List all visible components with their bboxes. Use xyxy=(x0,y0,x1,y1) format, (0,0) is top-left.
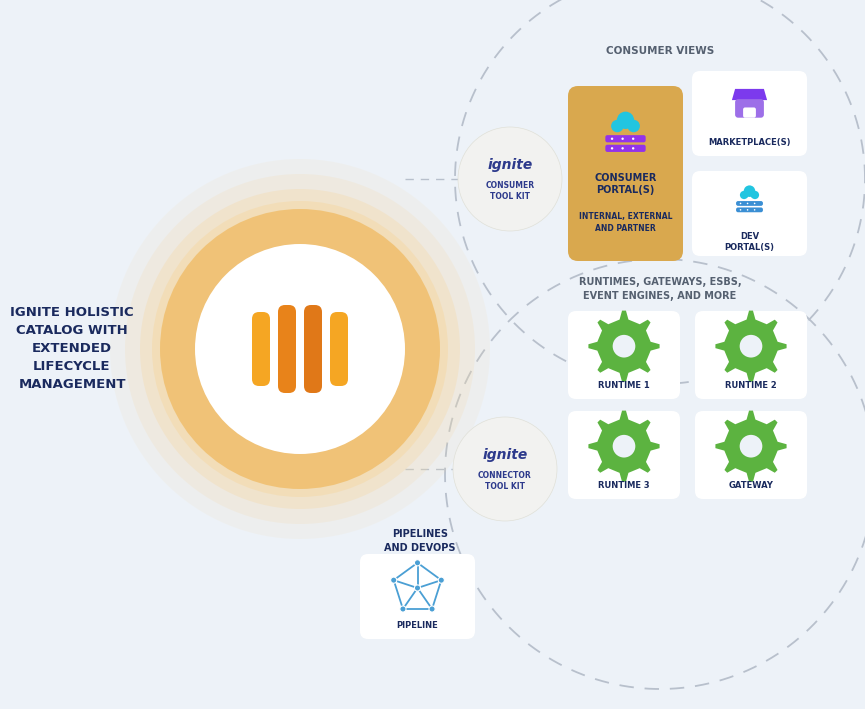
FancyBboxPatch shape xyxy=(735,99,764,118)
Circle shape xyxy=(611,120,624,133)
Circle shape xyxy=(429,606,435,612)
Circle shape xyxy=(152,201,448,497)
FancyBboxPatch shape xyxy=(252,312,270,386)
Circle shape xyxy=(740,435,762,457)
Text: ignite: ignite xyxy=(483,448,528,462)
FancyBboxPatch shape xyxy=(692,71,807,156)
FancyBboxPatch shape xyxy=(692,171,807,256)
Text: RUNTIMES, GATEWAYS, ESBS,
EVENT ENGINES, AND MORE: RUNTIMES, GATEWAYS, ESBS, EVENT ENGINES,… xyxy=(579,277,741,301)
Circle shape xyxy=(439,577,445,584)
Circle shape xyxy=(195,244,405,454)
Circle shape xyxy=(140,189,460,509)
Circle shape xyxy=(125,174,475,524)
Text: PIPELINE: PIPELINE xyxy=(397,622,439,630)
Polygon shape xyxy=(715,311,786,381)
Circle shape xyxy=(458,127,562,231)
Circle shape xyxy=(751,191,759,199)
Circle shape xyxy=(740,209,741,211)
Text: CONSUMER
PORTAL(S): CONSUMER PORTAL(S) xyxy=(594,173,657,195)
Circle shape xyxy=(611,147,613,150)
Circle shape xyxy=(612,335,635,357)
Circle shape xyxy=(632,138,634,140)
Text: RUNTIME 3: RUNTIME 3 xyxy=(599,481,650,491)
FancyBboxPatch shape xyxy=(304,305,322,393)
Circle shape xyxy=(414,559,420,566)
Circle shape xyxy=(753,203,755,204)
FancyBboxPatch shape xyxy=(568,411,680,499)
Circle shape xyxy=(740,191,748,199)
Polygon shape xyxy=(588,411,660,482)
Text: PIPELINES
AND DEVOPS: PIPELINES AND DEVOPS xyxy=(384,530,456,552)
Text: CONSUMER
TOOL KIT: CONSUMER TOOL KIT xyxy=(485,181,535,201)
FancyBboxPatch shape xyxy=(330,312,348,386)
FancyBboxPatch shape xyxy=(606,145,645,152)
Text: MARKETPLACE(S): MARKETPLACE(S) xyxy=(708,138,791,147)
Text: GATEWAY: GATEWAY xyxy=(728,481,773,491)
Circle shape xyxy=(746,209,748,211)
Polygon shape xyxy=(715,411,786,482)
Text: IGNITE HOLISTIC
CATALOG WITH
EXTENDED
LIFECYCLE
MANAGEMENT: IGNITE HOLISTIC CATALOG WITH EXTENDED LI… xyxy=(10,306,134,391)
Circle shape xyxy=(632,147,634,150)
Circle shape xyxy=(621,147,624,150)
Circle shape xyxy=(612,435,635,457)
FancyBboxPatch shape xyxy=(568,86,683,261)
Text: INTERNAL, EXTERNAL
AND PARTNER: INTERNAL, EXTERNAL AND PARTNER xyxy=(579,213,672,233)
Circle shape xyxy=(621,138,624,140)
FancyBboxPatch shape xyxy=(278,305,296,393)
FancyBboxPatch shape xyxy=(695,311,807,399)
FancyBboxPatch shape xyxy=(695,411,807,499)
Circle shape xyxy=(110,159,490,539)
Circle shape xyxy=(391,577,397,584)
Circle shape xyxy=(414,585,420,591)
Text: RUNTIME 2: RUNTIME 2 xyxy=(725,381,777,391)
FancyBboxPatch shape xyxy=(736,201,763,206)
FancyBboxPatch shape xyxy=(568,311,680,399)
Circle shape xyxy=(617,111,634,129)
Circle shape xyxy=(453,417,557,521)
FancyBboxPatch shape xyxy=(736,208,763,212)
Text: ignite: ignite xyxy=(487,158,533,172)
Circle shape xyxy=(740,203,741,204)
Circle shape xyxy=(746,203,748,204)
FancyBboxPatch shape xyxy=(606,135,645,143)
Polygon shape xyxy=(732,89,767,100)
Circle shape xyxy=(400,606,406,612)
Circle shape xyxy=(160,209,440,489)
Polygon shape xyxy=(588,311,660,381)
Circle shape xyxy=(627,120,640,133)
Text: RUNTIME 1: RUNTIME 1 xyxy=(598,381,650,391)
Circle shape xyxy=(753,209,755,211)
Circle shape xyxy=(744,185,755,197)
Text: CONNECTOR
TOOL KIT: CONNECTOR TOOL KIT xyxy=(478,471,532,491)
Text: DEV
PORTAL(S): DEV PORTAL(S) xyxy=(725,232,774,252)
FancyBboxPatch shape xyxy=(743,108,756,118)
Circle shape xyxy=(740,335,762,357)
Circle shape xyxy=(611,138,613,140)
FancyBboxPatch shape xyxy=(360,554,475,639)
Text: CONSUMER VIEWS: CONSUMER VIEWS xyxy=(606,46,714,56)
